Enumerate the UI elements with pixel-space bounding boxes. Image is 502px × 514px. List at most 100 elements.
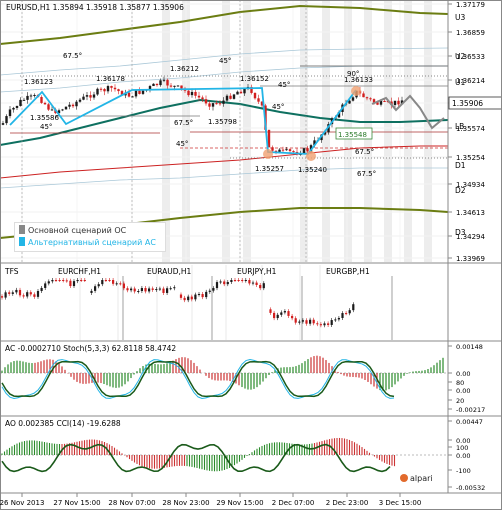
legend-grey-swatch bbox=[19, 225, 25, 234]
candle-body bbox=[85, 95, 89, 97]
tfs-candle-body bbox=[287, 311, 290, 316]
ac-axis-label: -0.00217 bbox=[456, 406, 485, 414]
ao-axis-label: -100 bbox=[456, 467, 471, 475]
time-label: 28 Nov 07:00 bbox=[108, 499, 155, 507]
ao-axis-label: 0.00447 bbox=[456, 418, 483, 426]
candle-body bbox=[383, 101, 386, 103]
price-label: 1.35574 bbox=[456, 125, 485, 133]
angle-label: 45° bbox=[272, 103, 284, 111]
candle-body bbox=[29, 95, 33, 97]
tfs-candle-body bbox=[122, 283, 125, 289]
candle-body bbox=[397, 100, 400, 105]
legend-base-scenario: Основной сценарий ОС bbox=[19, 225, 126, 237]
angle-label: 45° bbox=[176, 140, 188, 148]
alt-scenario-path bbox=[9, 87, 357, 155]
tfs-candle-body bbox=[219, 281, 222, 283]
candle-body bbox=[155, 83, 159, 86]
tfs-candle-body bbox=[108, 280, 111, 281]
price-label: 1.36859 bbox=[456, 29, 485, 37]
turning-point-marker bbox=[263, 149, 273, 159]
candle-body bbox=[285, 149, 288, 151]
session-stripe bbox=[384, 0, 392, 262]
candle-body bbox=[260, 101, 264, 106]
time-label: 26 Nov 2013 bbox=[0, 499, 44, 507]
tfs-panel: TFS EURCHF,H1 EURAUD,H1 EURJPY,H1 EURGBP… bbox=[0, 265, 448, 340]
candle-body bbox=[127, 92, 131, 97]
tfs-candle-body bbox=[140, 288, 143, 292]
tfs-candle-body bbox=[29, 292, 32, 295]
tfs-candle-body bbox=[212, 288, 215, 291]
price-label: 1.34613 bbox=[456, 209, 485, 217]
tfs-candle-body bbox=[237, 280, 240, 281]
candle-body bbox=[351, 97, 355, 101]
candle-body bbox=[15, 105, 19, 108]
legend-alt-scenario: Альтернативный сценарий АС bbox=[19, 237, 156, 249]
price-label: 1.36533 bbox=[456, 53, 485, 61]
tfs-candle-body bbox=[327, 323, 330, 325]
candle-body bbox=[22, 99, 26, 101]
candle-body bbox=[57, 110, 61, 114]
candle-body bbox=[302, 148, 306, 154]
tfs-candle-body bbox=[248, 280, 251, 284]
tfs-candle-body bbox=[312, 319, 315, 324]
ac-axis-label: 0.00148 bbox=[456, 343, 483, 351]
candle-body bbox=[99, 88, 103, 90]
tfs-candle-body bbox=[223, 281, 226, 285]
candle-body bbox=[239, 91, 243, 94]
main-panel: 1.36123 1.36178 1.36212 1.36152 1.36133 1.355… bbox=[0, 0, 449, 262]
candle-body bbox=[197, 95, 201, 98]
candle-body bbox=[348, 100, 351, 104]
stoch-main-line bbox=[1, 360, 395, 398]
tfs-candle-body bbox=[269, 309, 272, 313]
tfs-candle-body bbox=[280, 312, 283, 315]
tfs-candle-body bbox=[291, 315, 294, 319]
tfs-candle-body bbox=[69, 280, 72, 287]
candle-body bbox=[110, 86, 113, 88]
tfs-candle-body bbox=[334, 319, 337, 321]
tfs-candle-body bbox=[54, 280, 58, 281]
candle-body bbox=[204, 99, 208, 104]
level-label-u1: U1 bbox=[455, 78, 465, 87]
tfs-candle-body bbox=[4, 292, 7, 298]
candle-body bbox=[288, 149, 292, 152]
candle-body bbox=[33, 95, 36, 97]
ac-axis-label: 0.00 bbox=[456, 370, 470, 378]
ac-axis-label: 80 bbox=[456, 379, 464, 387]
candle-body bbox=[117, 89, 120, 92]
tfs-candle-body bbox=[94, 286, 97, 291]
candle-body bbox=[309, 145, 313, 152]
time-label: 2 Dec 07:00 bbox=[272, 499, 315, 507]
candle-body bbox=[159, 80, 162, 86]
tfs-candle-body bbox=[215, 282, 219, 289]
time-label: 2 Dec 23:00 bbox=[326, 499, 369, 507]
tfs-candle-body bbox=[18, 289, 22, 296]
tfs-candle-body bbox=[166, 288, 169, 293]
time-label: 29 Nov 15:00 bbox=[216, 499, 263, 507]
tfs-candle-body bbox=[155, 289, 158, 291]
tfs-candle-body bbox=[330, 320, 333, 325]
candle-body bbox=[152, 83, 155, 87]
ao-axis-label: 0.00 bbox=[456, 437, 470, 445]
tfs-candle-body bbox=[251, 282, 255, 284]
candle-body bbox=[201, 97, 204, 100]
tfs-candle-body bbox=[83, 280, 86, 281]
candle-body bbox=[131, 96, 134, 98]
tfs-candle-body bbox=[230, 280, 233, 283]
tfs-candle-body bbox=[179, 294, 183, 298]
current-price-label: 1.35906 bbox=[452, 99, 483, 108]
tfs-candle-body bbox=[0, 296, 4, 298]
tfs-candle-body bbox=[201, 294, 204, 298]
candle-body bbox=[190, 91, 194, 96]
candle-body bbox=[134, 90, 138, 97]
session-stripe bbox=[404, 0, 412, 262]
candle-body bbox=[215, 103, 218, 105]
tfs-candle-body bbox=[183, 297, 186, 301]
candle-body bbox=[12, 107, 15, 110]
tfs-candle-body bbox=[348, 310, 351, 314]
peak-price-label: 1.36123 bbox=[24, 78, 53, 86]
candle-body bbox=[78, 99, 82, 102]
tfs-candle-body bbox=[233, 280, 237, 281]
tfs-pair-eurchf: EURCHF,H1 bbox=[58, 267, 101, 276]
cci-main-line bbox=[1, 443, 391, 473]
